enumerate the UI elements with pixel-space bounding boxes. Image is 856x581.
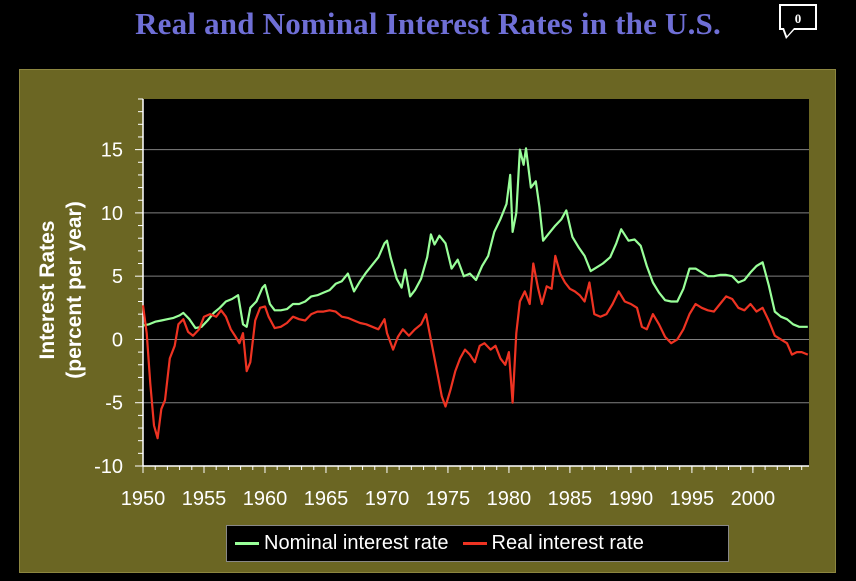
legend: Nominal interest rate Real interest rate	[226, 525, 729, 562]
axes	[135, 98, 809, 473]
x-tick-label: 1970	[365, 488, 410, 510]
y-tick-label: -10	[94, 456, 123, 478]
comment-icon-tail-inner	[784, 28, 794, 36]
x-tick-label: 2000	[731, 488, 776, 510]
series-line-real	[141, 254, 809, 440]
series-line-nominal	[142, 147, 808, 330]
x-tick-label: 1955	[182, 488, 227, 510]
series-lines	[141, 147, 809, 440]
x-tick-label: 1975	[426, 488, 471, 510]
x-tick-label: 1990	[609, 488, 654, 510]
legend-entry-nominal: Nominal interest rate	[235, 532, 449, 555]
chart-title: Real and Nominal Interest Rates in the U…	[135, 6, 721, 41]
x-tick-label: 1985	[548, 488, 593, 510]
x-tick-label: 1995	[670, 488, 715, 510]
legend-swatch-real	[462, 542, 487, 545]
x-tick-label: 1965	[304, 488, 349, 510]
legend-label-real: Real interest rate	[491, 532, 644, 554]
x-tick-label: 1950	[121, 488, 166, 510]
legend-label-nominal: Nominal interest rate	[264, 532, 449, 554]
y-tick-label: 0	[112, 329, 123, 351]
x-tick-label: 1980	[487, 488, 532, 510]
plot-area	[143, 99, 809, 466]
y-axis-label-line1: Interest Rates	[36, 221, 59, 360]
comment-icon[interactable]: 0	[779, 4, 817, 30]
y-tick-label: -5	[105, 393, 123, 415]
x-tick-label: 1960	[243, 488, 288, 510]
y-axis-label-line2: (percent per year)	[63, 201, 86, 378]
y-tick-label: 10	[101, 203, 123, 225]
y-tick-label: 5	[112, 266, 123, 288]
tick-labels: 15 10 5 0 -5 -10 1950 1955 1960 1965 1970 1975 1980 1…	[94, 140, 775, 510]
legend-entry-real: Real interest rate	[462, 532, 644, 555]
legend-swatch-nominal	[235, 542, 259, 545]
y-tick-label: 15	[101, 140, 123, 162]
